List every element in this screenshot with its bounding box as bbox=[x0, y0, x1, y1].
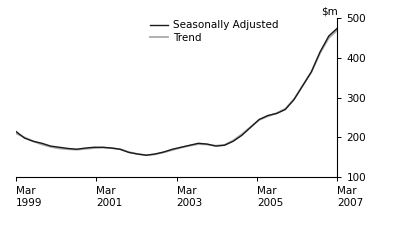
Seasonally Adjusted bbox=[300, 84, 305, 87]
Seasonally Adjusted bbox=[292, 98, 297, 101]
Legend: Seasonally Adjusted, Trend: Seasonally Adjusted, Trend bbox=[150, 20, 278, 43]
Trend bbox=[196, 143, 201, 146]
Trend bbox=[152, 153, 157, 156]
Trend bbox=[100, 146, 105, 149]
Trend bbox=[40, 143, 44, 146]
Seasonally Adjusted bbox=[214, 145, 218, 148]
Text: $m: $m bbox=[321, 7, 337, 17]
Seasonally Adjusted bbox=[170, 148, 175, 151]
Seasonally Adjusted bbox=[66, 147, 70, 150]
Seasonally Adjusted bbox=[231, 140, 235, 143]
Seasonally Adjusted bbox=[48, 145, 53, 148]
Seasonally Adjusted bbox=[135, 153, 140, 155]
Trend bbox=[239, 133, 244, 136]
Trend bbox=[31, 140, 36, 143]
Trend bbox=[292, 98, 297, 101]
Trend bbox=[248, 126, 253, 128]
Seasonally Adjusted bbox=[239, 134, 244, 137]
Seasonally Adjusted bbox=[283, 108, 288, 111]
Trend bbox=[231, 139, 235, 142]
Trend bbox=[335, 29, 340, 31]
Seasonally Adjusted bbox=[74, 148, 79, 151]
Trend bbox=[92, 147, 96, 149]
Seasonally Adjusted bbox=[144, 154, 148, 157]
Trend bbox=[179, 146, 183, 149]
Trend bbox=[74, 148, 79, 151]
Seasonally Adjusted bbox=[161, 151, 166, 153]
Seasonally Adjusted bbox=[309, 70, 314, 73]
Trend bbox=[283, 107, 288, 110]
Seasonally Adjusted bbox=[179, 146, 183, 149]
Seasonally Adjusted bbox=[57, 146, 62, 149]
Trend bbox=[300, 84, 305, 87]
Seasonally Adjusted bbox=[266, 114, 270, 117]
Trend bbox=[309, 71, 314, 74]
Seasonally Adjusted bbox=[326, 35, 331, 37]
Seasonally Adjusted bbox=[100, 146, 105, 149]
Seasonally Adjusted bbox=[335, 27, 340, 30]
Seasonally Adjusted bbox=[127, 151, 131, 154]
Seasonally Adjusted bbox=[152, 153, 157, 155]
Seasonally Adjusted bbox=[13, 130, 18, 133]
Seasonally Adjusted bbox=[31, 140, 36, 143]
Trend bbox=[57, 147, 62, 150]
Trend bbox=[161, 151, 166, 154]
Seasonally Adjusted bbox=[40, 142, 44, 145]
Seasonally Adjusted bbox=[318, 51, 322, 53]
Trend bbox=[187, 144, 192, 147]
Seasonally Adjusted bbox=[22, 137, 27, 139]
Line: Trend: Trend bbox=[16, 30, 337, 155]
Trend bbox=[266, 115, 270, 118]
Seasonally Adjusted bbox=[187, 144, 192, 147]
Seasonally Adjusted bbox=[248, 126, 253, 129]
Trend bbox=[109, 147, 114, 149]
Trend bbox=[66, 148, 70, 151]
Trend bbox=[222, 143, 227, 146]
Trend bbox=[144, 154, 148, 157]
Trend bbox=[135, 153, 140, 155]
Seasonally Adjusted bbox=[118, 148, 123, 151]
Trend bbox=[205, 143, 210, 146]
Trend bbox=[326, 37, 331, 39]
Seasonally Adjusted bbox=[274, 112, 279, 115]
Trend bbox=[127, 151, 131, 153]
Trend bbox=[22, 136, 27, 139]
Seasonally Adjusted bbox=[83, 147, 88, 149]
Seasonally Adjusted bbox=[196, 142, 201, 145]
Trend bbox=[83, 148, 88, 150]
Seasonally Adjusted bbox=[257, 118, 262, 121]
Trend bbox=[13, 132, 18, 135]
Seasonally Adjusted bbox=[109, 147, 114, 149]
Trend bbox=[170, 149, 175, 151]
Trend bbox=[274, 112, 279, 114]
Trend bbox=[118, 148, 123, 151]
Trend bbox=[214, 144, 218, 147]
Seasonally Adjusted bbox=[222, 144, 227, 147]
Seasonally Adjusted bbox=[92, 146, 96, 149]
Trend bbox=[318, 52, 322, 54]
Seasonally Adjusted bbox=[205, 143, 210, 146]
Trend bbox=[257, 118, 262, 121]
Line: Seasonally Adjusted: Seasonally Adjusted bbox=[16, 28, 337, 155]
Trend bbox=[48, 146, 53, 148]
